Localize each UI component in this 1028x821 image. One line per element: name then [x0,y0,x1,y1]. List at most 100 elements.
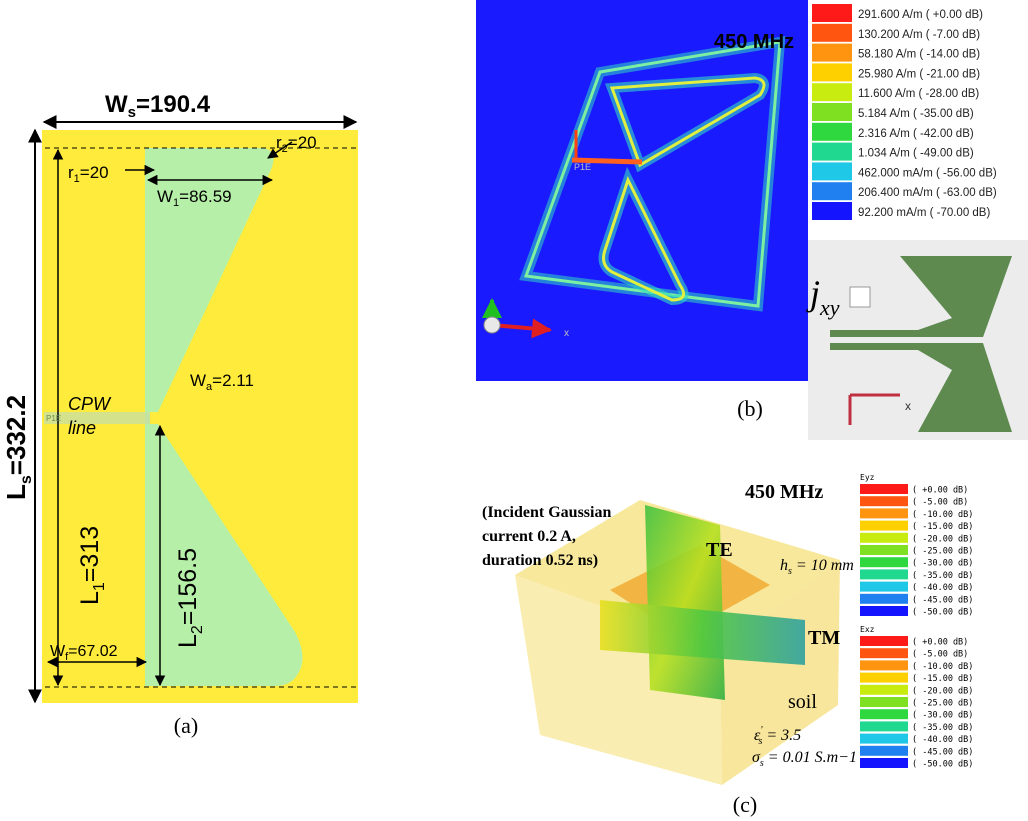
legend-label: 206.400 mA/m ( -63.00 dB) [858,187,997,199]
legend-label: ( -25.00 dB) [912,547,973,557]
legend-label: ( -30.00 dB) [912,711,973,721]
legend-swatch [812,103,852,121]
note-line: current 0.2 A, [482,528,576,545]
note-line: (Incident Gaussian [482,504,611,521]
tm-label: TM [808,627,840,649]
l1-label: L1=313 [76,526,108,605]
soil-label: soil [788,691,817,713]
legend-swatch [860,721,908,731]
legend-label: 92.200 mA/m ( -70.00 dB) [858,207,990,219]
ls-label: Ls=332.2 [1,395,35,500]
caption: (a) [174,713,198,738]
te-plane [645,505,725,700]
legend-entries: 291.600 A/m ( +0.00 dB) 130.200 A/m ( -7.… [812,4,997,220]
sigma-label: σs = 0.01 S.m−1 [752,749,857,769]
ws-label: Ws=190.4 [105,91,211,121]
legend-label: 1.034 A/m ( -49.00 dB) [858,148,974,160]
legend-swatch [860,508,908,518]
w1-label: W1=86.59 [157,187,232,209]
legend-swatch [860,569,908,579]
legend-label: 25.980 A/m ( -21.00 dB) [858,68,980,80]
page: Ws=190.4 r2=20 r1=20 W1=86.59 Wa=2.11 CP… [0,0,1028,821]
legends: Eyz ( +0.00 dB) ( -5.00 dB) ( -10.00 dB) ( -… [860,473,973,770]
legend-label: ( -40.00 dB) [912,583,973,593]
legend-swatch [812,63,852,81]
legend-swatch [860,533,908,543]
legend-label: 291.600 A/m ( +0.00 dB) [858,9,983,21]
cpw-label: CPW [68,394,112,414]
legend-title: Eyz [860,473,875,482]
legend-label: ( -15.00 dB) [912,522,973,532]
te-label: TE [706,539,733,561]
legend-label: 58.180 A/m ( -14.00 dB) [858,49,980,61]
inset-icon [850,287,870,307]
panel-a: Ws=190.4 r2=20 r1=20 W1=86.59 Wa=2.11 CP… [1,91,358,738]
legend-swatch [860,582,908,592]
legend-swatch [812,44,852,62]
legend-swatch [812,83,852,101]
legend-swatch [860,594,908,604]
legend-swatch [812,123,852,141]
legend-swatch [812,162,852,180]
legend-label: 2.316 A/m ( -42.00 dB) [858,128,974,140]
legend-swatch [812,4,852,22]
legend-label: ( -5.00 dB) [912,650,968,660]
legend-swatch [860,685,908,695]
inset-axis-label: x [905,399,911,413]
axis-label: x [564,328,569,339]
legend-label: ( -20.00 dB) [912,534,973,544]
legend-swatch [860,557,908,567]
legend-label: 11.600 A/m ( -28.00 dB) [858,88,979,100]
legend-swatch [860,758,908,768]
legend-swatch [860,709,908,719]
caption: (c) [733,792,757,817]
legend-swatch [860,648,908,658]
cpw-label: line [68,418,96,438]
legend-label: 462.000 mA/m ( -56.00 dB) [858,167,997,179]
axis-origin [484,317,500,333]
legend-label: ( -35.00 dB) [912,571,973,581]
legend-swatch [860,484,908,494]
legend-label: ( -10.00 dB) [912,510,973,520]
legend-swatch [860,606,908,616]
legend-swatch [812,202,852,220]
legend-title: Exz [860,625,875,634]
legend-swatch [860,673,908,683]
legend-swatch [860,545,908,555]
note-line: duration 0.52 ns) [482,552,598,569]
wa-label: Wa=2.11 [190,371,254,393]
legend-label: ( -45.00 dB) [912,747,973,757]
legend-swatch [812,143,852,161]
legend-label: ( -50.00 dB) [912,608,973,618]
legend-label: ( -5.00 dB) [912,498,968,508]
legend-swatch [860,697,908,707]
panel-c: 450 MHz (Incident Gaussian current 0.2 A,… [482,473,973,817]
legend-swatch [812,182,852,200]
legend-swatch [860,496,908,506]
legend-label: ( -45.00 dB) [912,595,973,605]
legend-label: 5.184 A/m ( -35.00 dB) [858,108,974,120]
legend-label: ( -25.00 dB) [912,699,973,709]
legend-swatch [860,734,908,744]
legend-label: ( -50.00 dB) [912,760,973,770]
legend-label: ( -30.00 dB) [912,559,973,569]
legend-label: 130.200 A/m ( -7.00 dB) [858,29,980,41]
eps-label: ε's = 3.5 [754,725,801,747]
legend-label: ( -20.00 dB) [912,686,973,696]
legend-label: ( -15.00 dB) [912,674,973,684]
port-label: P1E [46,414,61,423]
legend-label: ( +0.00 dB) [912,486,968,496]
legend-label: ( -40.00 dB) [912,735,973,745]
figure: Ws=190.4 r2=20 r1=20 W1=86.59 Wa=2.11 CP… [0,0,1028,821]
legend-label: ( +0.00 dB) [912,638,968,648]
port-label: P1E [574,162,591,172]
field-plot [476,0,808,381]
legend-label: ( -10.00 dB) [912,662,973,672]
legend-swatch [812,24,852,42]
frequency: 450 MHz [745,481,823,503]
caption: (b) [737,396,763,421]
legend-label: ( -35.00 dB) [912,723,973,733]
legend-swatch [860,521,908,531]
frequency: 450 MHz [714,31,794,53]
legend-swatch [860,660,908,670]
